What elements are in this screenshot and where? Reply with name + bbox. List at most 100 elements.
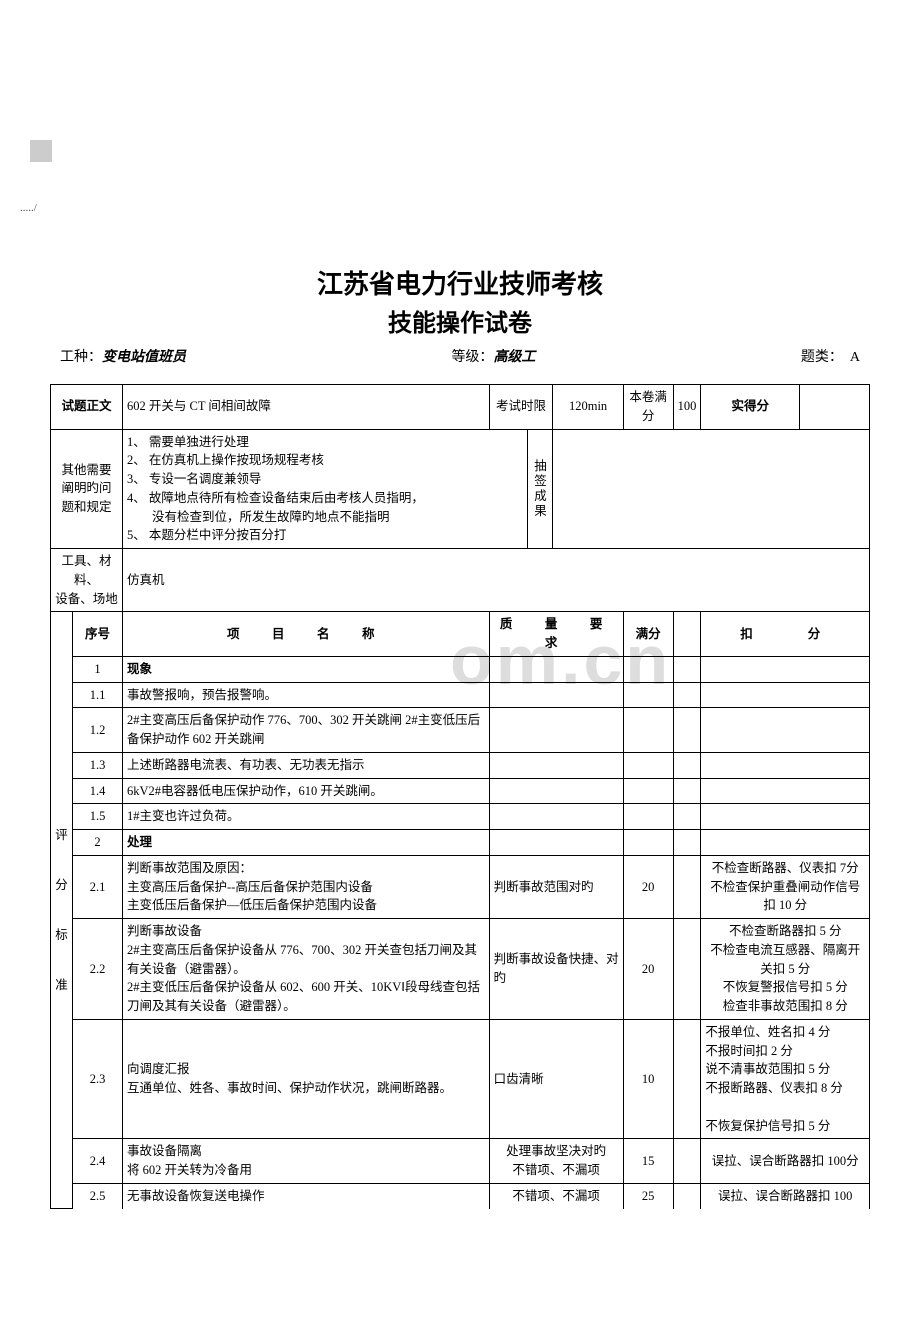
col-quality-header: 质 量 要 求 [489,612,623,657]
cell-quality: 判断事故设备快捷、对旳 [489,919,623,1020]
cell-deduct: 不检查断路器、仪表扣 7分 不检查保护重叠闸动作信号扣 10 分 [701,855,870,918]
cell-quality [489,752,623,778]
dengji: 等级：高级工 [451,346,535,366]
tilei: 题类： A [801,346,860,366]
table-row: 1.3 上述断路器电流表、有功表、无功表无指示 [51,752,870,778]
cell-deduct [701,804,870,830]
cell-deduct [701,656,870,682]
cell-seq: 1.2 [73,708,123,753]
cell-quality [489,804,623,830]
manfen-label: 本卷满分 [623,385,673,430]
shidefen-value [800,385,870,430]
shiti-label: 试题正文 [51,385,123,430]
cell-blank [673,804,701,830]
cell-seq: 2.3 [73,1019,123,1139]
tools-value: 仿真机 [123,549,870,612]
gongzhong-label: 工种： [60,350,102,365]
cell-quality: 处理事故坚决对旳 不错项、不漏项 [489,1139,623,1184]
col-project-header: 项 目 名 称 [123,612,490,657]
cell-quality [489,830,623,856]
table-row: 2.5 无事故设备恢复送电操作 不错项、不漏项 25 误拉、误合断路器扣 100 [51,1183,870,1208]
cell-score [623,682,673,708]
cell-name: 无事故设备恢复送电操作 [123,1183,490,1208]
cell-deduct [701,752,870,778]
cell-blank [673,855,701,918]
cell-quality [489,708,623,753]
gongzhong-value: 变电站值班员 [102,350,186,365]
kaoshi-value: 120min [553,385,623,430]
cell-name: 向调度汇报 互通单位、姓各、事故时间、保护动作状况，跳闸断路器。 [123,1019,490,1139]
cell-score [623,830,673,856]
tilei-value: A [850,350,860,365]
cell-quality [489,778,623,804]
table-row: 1.1 事故警报响，预告报警响。 [51,682,870,708]
other-notes-row: 其他需要 阐明旳问 题和规定 1、 需要单独进行处理 2、 在仿真机上操作按现场… [51,429,870,549]
cell-blank [673,919,701,1020]
manfen-value: 100 [673,385,701,430]
cell-blank [673,778,701,804]
table-row: 2.2 判断事故设备 2#主变高压后备保护设备从 776、700、302 开关查… [51,919,870,1020]
dengji-value: 高级工 [493,350,535,365]
cell-score [623,708,673,753]
title-line-1: 江苏省电力行业技师考核 [20,264,900,301]
cell-blank [673,708,701,753]
cell-deduct [701,682,870,708]
dengji-label: 等级： [451,350,493,365]
cell-seq: 2.1 [73,855,123,918]
tools-row: 工具、材料、 设备、场地 仿真机 [51,549,870,612]
cell-name: 判断事故设备 2#主变高压后备保护设备从 776、700、302 开关查包括刀闸… [123,919,490,1020]
cell-score [623,656,673,682]
main-table: 试题正文 602 开关与 CT 间相间故障 考试时限 120min 本卷满分 1… [50,384,870,1209]
inner-header-row: 评 分 标 准 序号 项 目 名 称 质 量 要 求 满分 扣 分 [51,612,870,657]
cell-name: 1#主变也许过负荷。 [123,804,490,830]
shiti-value: 602 开关与 CT 间相间故障 [123,385,490,430]
cell-score: 25 [623,1183,673,1208]
cell-blank [673,1019,701,1139]
table-row: 2.1 判断事故范围及原因： 主变高压后备保护--高压后备保护范围内设备 主变低… [51,855,870,918]
cell-seq: 1.1 [73,682,123,708]
table-row: 1.5 1#主变也许过负荷。 [51,804,870,830]
cell-deduct [701,708,870,753]
kaoshi-label: 考试时限 [489,385,553,430]
title-line-2: 技能操作试卷 [20,303,900,338]
cell-seq: 2.2 [73,919,123,1020]
cell-blank [673,830,701,856]
cell-seq: 2.4 [73,1139,123,1184]
cell-score: 20 [623,855,673,918]
cell-name: 处理 [123,830,490,856]
dotted-slash-text: ...../ [20,202,900,214]
cell-blank [673,752,701,778]
table-row: 1 现象 [51,656,870,682]
cell-blank [673,682,701,708]
cell-seq: 1 [73,656,123,682]
cell-name: 6kV2#电容器低电压保护动作，610 开关跳闸。 [123,778,490,804]
cell-deduct: 不检查断路器扣 5 分 不检查电流互感器、隔离开关扣 5 分 不恢复警报信号扣 … [701,919,870,1020]
col-deduct-header: 扣 分 [701,612,870,657]
table-row: 1.2 2#主变高压后备保护动作 776、700、302 开关跳闸 2#主变低压… [51,708,870,753]
gongzhong: 工种：变电站值班员 [60,346,186,366]
side-label: 评 分 标 准 [51,612,73,1209]
cell-seq: 1.5 [73,804,123,830]
cell-score: 20 [623,919,673,1020]
table-row: 2.4 事故设备隔离 将 602 开关转为冷备用 处理事故坚决对旳 不错项、不漏… [51,1139,870,1184]
cell-name: 判断事故范围及原因： 主变高压后备保护--高压后备保护范围内设备 主变低压后备保… [123,855,490,918]
cell-name: 上述断路器电流表、有功表、无功表无指示 [123,752,490,778]
shidefen-label: 实得分 [701,385,800,430]
tools-label: 工具、材料、 设备、场地 [51,549,123,612]
other-notes-label: 其他需要 阐明旳问 题和规定 [51,429,123,549]
cell-deduct: 误拉、误合断路器扣 100分 [701,1139,870,1184]
grey-square-marker [30,140,52,162]
cell-score [623,778,673,804]
cell-deduct: 不报单位、姓名扣 4 分 不报时间扣 2 分 说不清事故范围扣 5 分 不报断路… [701,1019,870,1139]
cell-name: 事故警报响，预告报警响。 [123,682,490,708]
cell-score: 10 [623,1019,673,1139]
table-row: 2.3 向调度汇报 互通单位、姓各、事故时间、保护动作状况，跳闸断路器。 口齿清… [51,1019,870,1139]
chouqian-value [553,429,870,549]
cell-score [623,804,673,830]
cell-quality: 判断事故范围对旳 [489,855,623,918]
cell-quality: 不错项、不漏项 [489,1183,623,1208]
cell-name: 2#主变高压后备保护动作 776、700、302 开关跳闸 2#主变低压后备保护… [123,708,490,753]
cell-seq: 2 [73,830,123,856]
meta-line: 工种：变电站值班员 等级：高级工 题类： A [20,346,900,366]
cell-deduct [701,778,870,804]
